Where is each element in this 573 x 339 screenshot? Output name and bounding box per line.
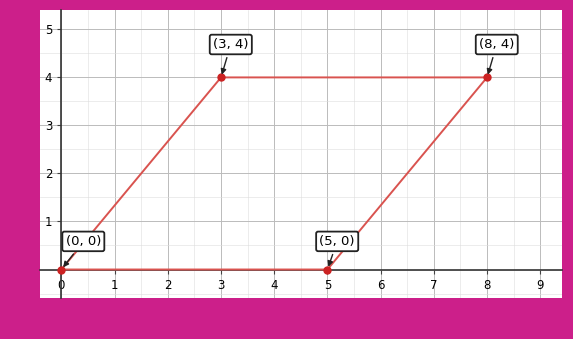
Text: (8, 4): (8, 4)	[479, 38, 515, 73]
Text: (0, 0): (0, 0)	[64, 235, 101, 266]
Text: (3, 4): (3, 4)	[213, 38, 249, 73]
Text: (5, 0): (5, 0)	[320, 235, 355, 265]
